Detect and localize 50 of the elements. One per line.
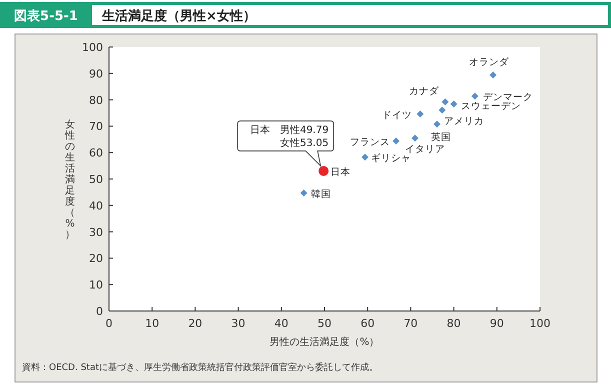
- point: [412, 134, 419, 142]
- x-tick-label: 50: [318, 317, 332, 330]
- y-tick-label: 0: [96, 305, 103, 318]
- annotation: アメリカ: [444, 116, 484, 128]
- y-tick-label: 90: [89, 67, 103, 80]
- y-tick-label: 100: [82, 41, 103, 54]
- x-tick-label: 90: [490, 317, 504, 330]
- text: 女性の生活満足度（%）: [65, 120, 75, 240]
- y-tick-label: 40: [89, 199, 103, 212]
- annotation: 英国: [430, 131, 451, 144]
- x-tick-label: 20: [188, 317, 202, 330]
- y-tick-label: 70: [89, 120, 103, 134]
- point: [438, 106, 446, 114]
- annotation: ドイツ: [382, 110, 412, 122]
- annotation: デンマーク: [482, 92, 533, 104]
- chart-title: 生活満足度（男性×女性）: [101, 8, 256, 24]
- y-tick-label: 20: [89, 252, 103, 266]
- x-tick-label: 100: [530, 317, 550, 330]
- point: [416, 110, 424, 118]
- text: 資料：OECD. Statに基づき、厚生労働省政策統括官付政策評価官室から委託して作成。: [22, 362, 378, 373]
- x-axis-title: 男性の生活満足度（%）: [270, 336, 380, 348]
- y-tick-label: 80: [89, 94, 103, 107]
- chart-subtitle: 図表5-5-1: [14, 9, 78, 24]
- point: [433, 120, 440, 128]
- point: [450, 100, 458, 108]
- point: [392, 137, 400, 144]
- x-tick-label: 70: [404, 317, 418, 330]
- x-tick-label: 40: [274, 317, 288, 330]
- x-tick-label: 60: [360, 317, 375, 330]
- x-tick-label: 80: [446, 317, 461, 330]
- annotation: フランス: [350, 136, 390, 148]
- x-tick-label: 30: [231, 317, 246, 330]
- point: [490, 71, 497, 78]
- point: [362, 154, 369, 161]
- annotation: 韓国: [310, 188, 331, 200]
- y-tick-label: 10: [89, 278, 103, 292]
- point: [471, 92, 478, 100]
- annotation: 日本 男性49.79 女性53.05: [250, 124, 329, 149]
- annotation: カナダ: [409, 84, 440, 97]
- annotation: 日本: [330, 166, 351, 178]
- x-tick-label: 0: [106, 317, 112, 330]
- point: [300, 189, 308, 196]
- annotation: スウェーデン: [460, 101, 521, 112]
- y-tick-label: 30: [89, 226, 103, 239]
- y-tick-label: 50: [89, 173, 103, 186]
- annotation: オランダ: [469, 56, 510, 68]
- point: [442, 98, 449, 106]
- point: [318, 166, 329, 176]
- x-tick-label: 10: [145, 317, 160, 330]
- y-tick-label: 60: [89, 146, 103, 160]
